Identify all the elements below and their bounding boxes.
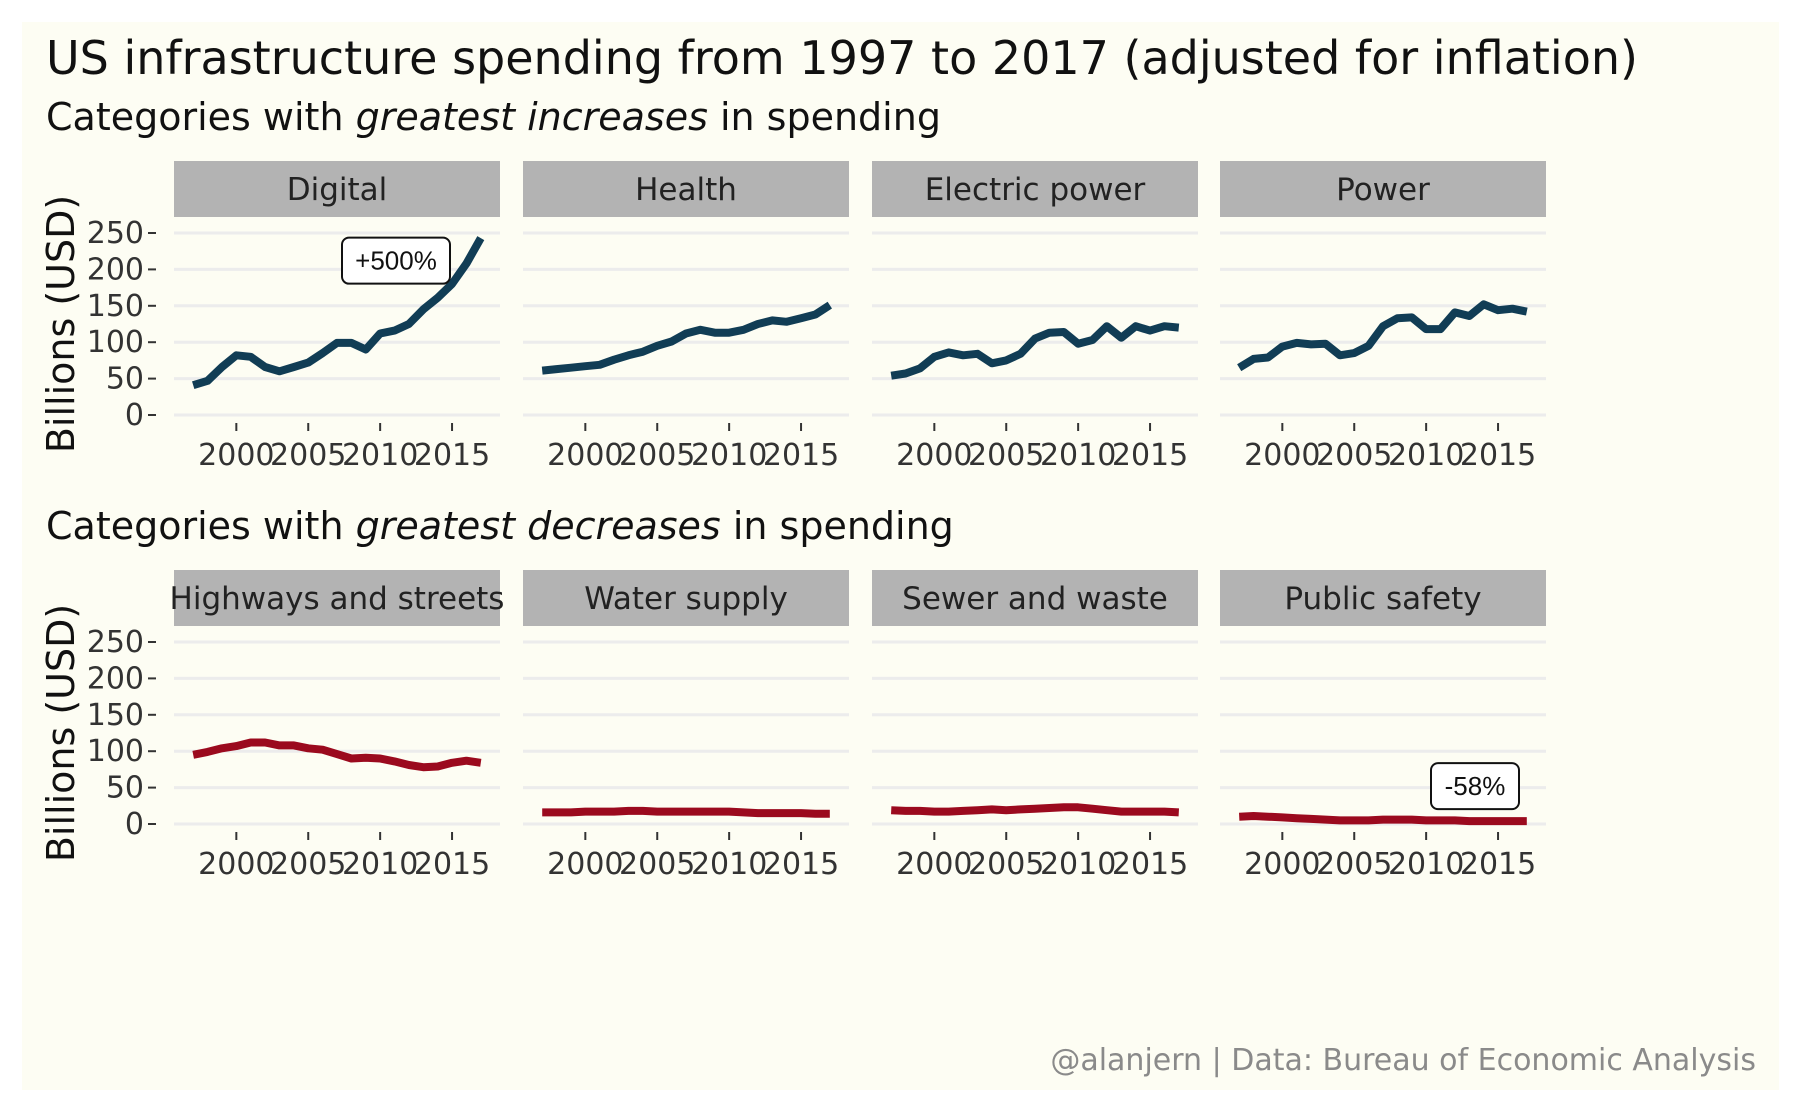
- y-tick-label: 150: [87, 289, 144, 324]
- y-tick-label: 200: [87, 661, 144, 696]
- x-tick-label: 2005: [619, 438, 695, 473]
- subtitle-part: greatest decreases: [356, 504, 721, 548]
- series-line: [542, 806, 830, 818]
- series-line: [192, 738, 482, 772]
- facet-strip-label: Digital: [287, 172, 388, 208]
- x-tick-label: 2010: [1388, 847, 1464, 882]
- facet-strip-label: Highways and streets: [170, 581, 505, 617]
- y-tick-label: 50: [106, 771, 144, 806]
- x-tick-label: 2000: [198, 847, 274, 882]
- facet-rows: Categories with greatest increases in sp…: [39, 95, 1546, 882]
- x-tick-label: 2010: [1388, 438, 1464, 473]
- x-tick-label: 2010: [342, 847, 418, 882]
- series-line: [891, 803, 1180, 817]
- facet-strip: [872, 570, 1198, 626]
- facet-strip: [1220, 161, 1546, 217]
- facet-strip-label: Public safety: [1284, 581, 1481, 617]
- facet-strip-label: Water supply: [584, 581, 788, 617]
- x-tick-label: 2005: [270, 847, 346, 882]
- series-line: [541, 301, 832, 375]
- x-tick-label: 2000: [896, 847, 972, 882]
- x-tick-label: 2005: [968, 847, 1044, 882]
- x-tick-label: 2005: [619, 847, 695, 882]
- series-line: [1237, 300, 1528, 372]
- x-tick-label: 2010: [1040, 847, 1116, 882]
- x-tick-label: 2015: [414, 438, 490, 473]
- x-tick-label: 2015: [1112, 438, 1188, 473]
- facet-strip: [174, 161, 500, 217]
- y-tick-label: 100: [87, 325, 144, 360]
- x-tick-label: 2000: [547, 847, 623, 882]
- x-tick-label: 2010: [691, 438, 767, 473]
- row-subtitle-0: Categories with greatest increases in sp…: [46, 95, 941, 139]
- row-subtitle-1: Categories with greatest decreases in sp…: [46, 504, 954, 548]
- x-tick-label: 2005: [968, 438, 1044, 473]
- x-tick-label: 2015: [763, 438, 839, 473]
- facet-strip: [523, 570, 849, 626]
- facet-strip: [872, 161, 1198, 217]
- facet-strip-label: Health: [635, 172, 737, 208]
- y-tick-label: 250: [87, 625, 144, 660]
- x-tick-label: 2000: [198, 438, 274, 473]
- x-tick-label: 2000: [547, 438, 623, 473]
- series-line: [890, 322, 1180, 380]
- facet-strip: [174, 570, 500, 626]
- y-tick-label: 0: [125, 398, 144, 433]
- subtitle-part: in spending: [721, 504, 954, 548]
- x-tick-label: 2005: [270, 438, 346, 473]
- chart-canvas: US infrastructure spending from 1997 to …: [22, 22, 1779, 1090]
- annotation-box: [1430, 762, 1520, 811]
- x-tick-label: 2005: [1316, 847, 1392, 882]
- facet-strip-label: Electric power: [925, 172, 1146, 208]
- subtitle-part: Categories with: [46, 504, 356, 548]
- x-tick-label: 2000: [896, 438, 972, 473]
- x-tick-label: 2015: [763, 847, 839, 882]
- x-tick-label: 2015: [414, 847, 490, 882]
- x-tick-label: 2015: [1112, 847, 1188, 882]
- facet-strip-label: Power: [1336, 172, 1430, 208]
- facet-strip: [523, 161, 849, 217]
- y-axis-label: Billions (USD): [39, 604, 83, 862]
- series-line: [1239, 812, 1527, 826]
- subtitle-part: greatest increases: [356, 95, 708, 139]
- y-tick-label: 200: [87, 252, 144, 287]
- x-tick-label: 2010: [691, 847, 767, 882]
- y-tick-label: 50: [106, 362, 144, 397]
- chart-svg: US infrastructure spending from 1997 to …: [39, 31, 1756, 1078]
- annotation-label: +500%: [355, 246, 437, 276]
- y-tick-label: 250: [87, 216, 144, 251]
- y-tick-label: 100: [87, 734, 144, 769]
- x-tick-label: 2015: [1460, 438, 1536, 473]
- annotation-box: [341, 236, 451, 285]
- y-axis-label: Billions (USD): [39, 195, 83, 453]
- chart-caption: @alanjern | Data: Bureau of Economic Ana…: [1050, 1043, 1756, 1078]
- y-tick-label: 0: [125, 807, 144, 842]
- x-tick-label: 2015: [1460, 847, 1536, 882]
- y-tick-label: 150: [87, 698, 144, 733]
- series-line: [192, 236, 485, 390]
- annotation-label: -58%: [1445, 771, 1506, 801]
- x-tick-label: 2010: [1040, 438, 1116, 473]
- x-tick-label: 2010: [342, 438, 418, 473]
- subtitle-part: in spending: [708, 95, 941, 139]
- facet-strip-label: Sewer and waste: [902, 581, 1168, 617]
- chart-title: US infrastructure spending from 1997 to …: [46, 31, 1638, 85]
- x-tick-label: 2000: [1244, 847, 1320, 882]
- facet-strip: [1220, 570, 1546, 626]
- x-tick-label: 2005: [1316, 438, 1392, 473]
- x-tick-label: 2000: [1244, 438, 1320, 473]
- subtitle-part: Categories with: [46, 95, 356, 139]
